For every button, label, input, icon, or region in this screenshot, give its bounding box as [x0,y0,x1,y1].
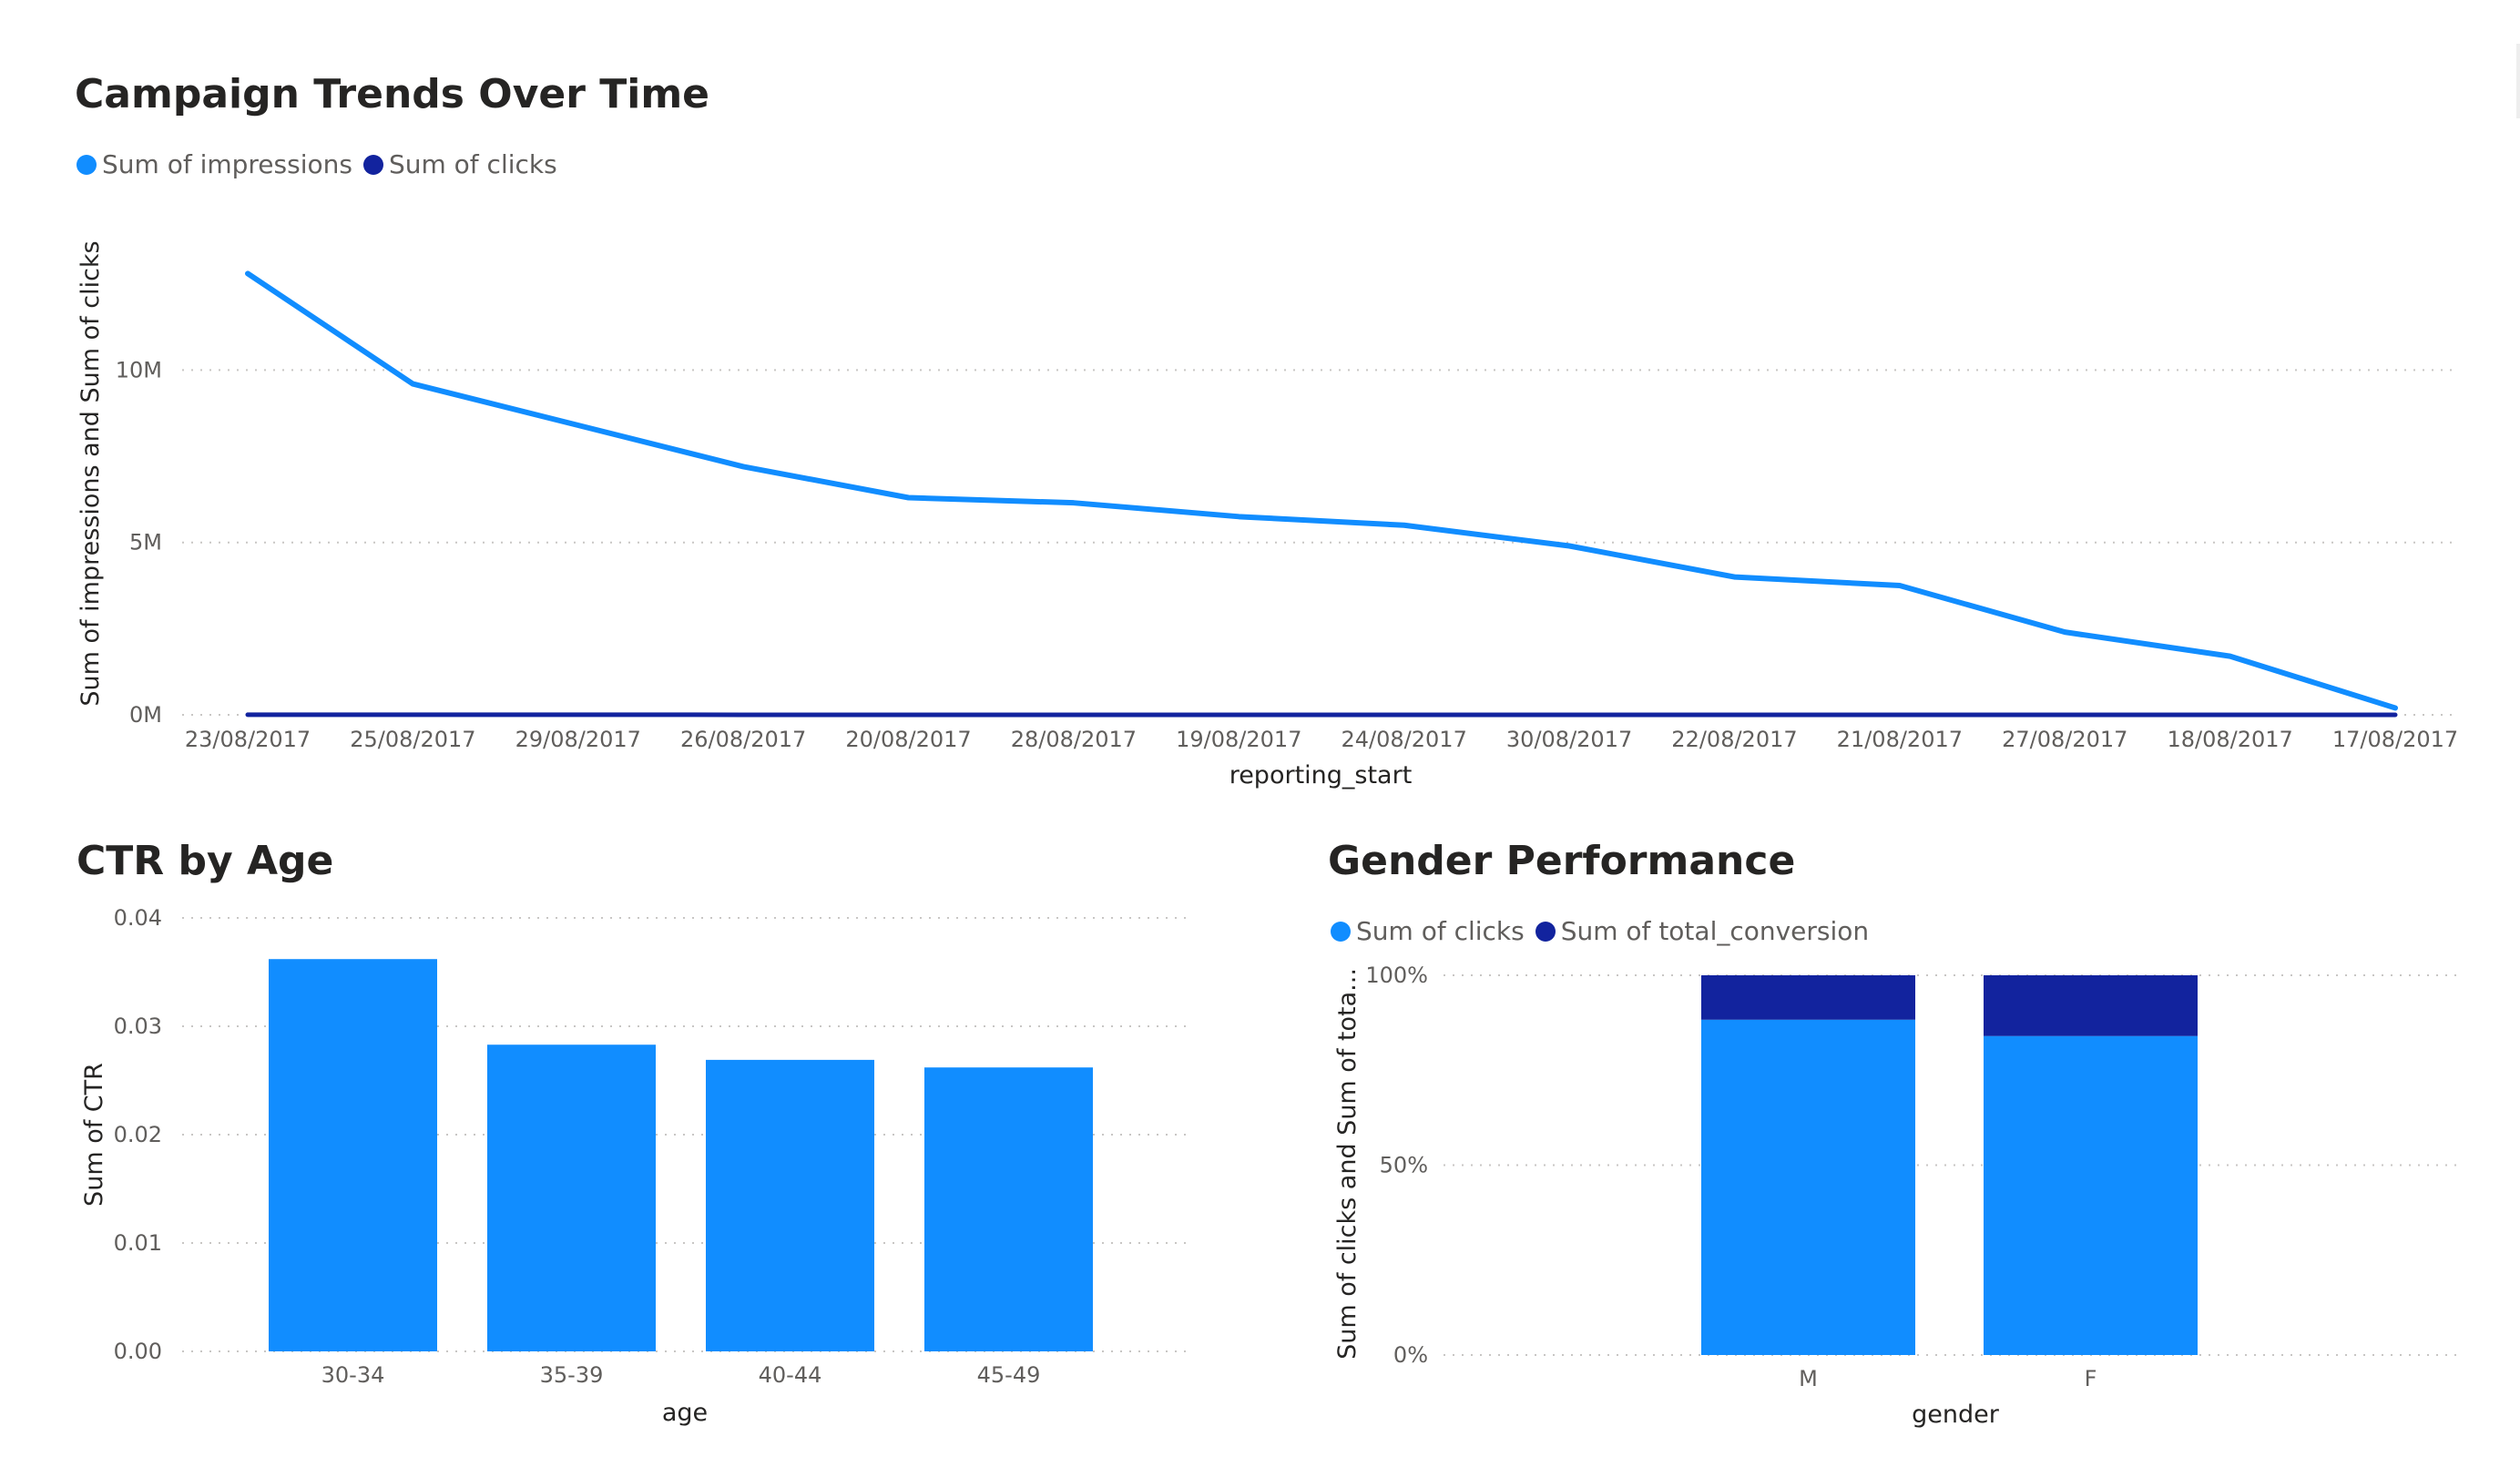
ctr-bar [487,1044,656,1351]
ctr-bar [269,959,437,1351]
impressions-series-line [245,270,2398,711]
ctr-y-tick-label: 0.03 [114,1014,162,1039]
legend-label-gender-conversion: Sum of total_conversion [1560,916,1870,946]
trends-x-tick-label: 21/08/2017 [1837,727,1963,752]
legend-item-clicks[interactable]: Sum of clicks [362,149,557,179]
trends-x-tick-label: 18/08/2017 [2167,727,2292,752]
trends-x-tick-label: 24/08/2017 [1342,727,1467,752]
legend-item-gender-clicks[interactable]: Sum of clicks [1331,916,1525,946]
gender-chart-title: Gender Performance [1328,838,1796,884]
ctr-y-tick-label: 0.02 [114,1122,162,1147]
trends-y-tick-label: 5M [129,530,162,555]
gender-x-tick-label: M [1799,1366,1818,1391]
ctr-x-tick-label: 35-39 [540,1362,604,1388]
trends-y-tick-label: 10M [116,357,162,382]
gender-y-tick-label: 100% [1365,963,1428,988]
ctr-chart-title: CTR by Age [77,838,334,884]
trends-x-tick-label: 17/08/2017 [2332,727,2458,752]
ctr-bar [924,1067,1093,1351]
gender-conversion-bar-segment [1701,975,1915,1020]
trends-x-tick-label: 29/08/2017 [515,727,641,752]
trends-legend[interactable]: Sum of impressions Sum of clicks [77,149,568,179]
gender-x-tick-label: F [2085,1366,2097,1391]
trends-x-tick-label: 25/08/2017 [350,727,475,752]
gender-y-tick-label: 50% [1380,1153,1428,1178]
ctr-x-tick-label: 30-34 [321,1362,385,1388]
trends-y-tick-label: 0M [129,702,162,728]
trends-x-tick-label: 30/08/2017 [1506,727,1632,752]
legend-item-impressions[interactable]: Sum of impressions [77,149,352,179]
trends-x-tick-label: 26/08/2017 [680,727,806,752]
legend-label-gender-clicks: Sum of clicks [1356,916,1525,946]
gender-y-axis-title: Sum of clicks and Sum of tota... [1333,968,1362,1360]
ctr-y-tick-label: 0.00 [114,1339,162,1364]
trends-x-tick-label: 27/08/2017 [2002,727,2127,752]
legend-dot-gender-conversion-icon [1535,921,1556,942]
ctr-x-tick-label: 45-49 [977,1362,1041,1388]
trends-chart-title: Campaign Trends Over Time [75,71,710,117]
trends-x-axis-title: reporting_start [1229,761,1413,790]
gender-clicks-bar-segment [1701,1019,1915,1355]
legend-dot-impressions-icon [77,154,97,175]
ctr-y-axis-title: Sum of CTR [80,1063,108,1207]
ctr-y-tick-label: 0.01 [114,1230,162,1256]
trends-x-tick-label: 22/08/2017 [1671,727,1797,752]
trends-x-tick-label: 20/08/2017 [845,727,971,752]
ctr-bar [706,1059,874,1351]
ctr-x-axis-title: age [662,1399,708,1427]
legend-label-clicks: Sum of clicks [388,149,557,179]
ctr-x-tick-label: 40-44 [759,1362,822,1388]
gender-conversion-bar-segment [1984,975,2198,1036]
visual-edge-handle [2516,44,2520,118]
trends-y-axis-title: Sum of impressions and Sum of clicks [77,240,105,706]
gender-x-axis-title: gender [1912,1401,2000,1429]
gender-legend[interactable]: Sum of clicks Sum of total_conversion [1331,916,1880,946]
trends-x-tick-label: 23/08/2017 [185,727,311,752]
legend-dot-gender-clicks-icon [1331,921,1351,942]
trends-x-tick-label: 28/08/2017 [1011,727,1137,752]
gender-clicks-bar-segment [1984,1035,2198,1355]
legend-item-gender-conversion[interactable]: Sum of total_conversion [1535,916,1869,946]
ctr-y-tick-label: 0.04 [114,905,162,931]
legend-label-impressions: Sum of impressions [102,149,352,179]
gender-y-tick-label: 0% [1393,1342,1428,1368]
legend-dot-clicks-icon [362,154,383,175]
trends-x-tick-label: 19/08/2017 [1176,727,1301,752]
